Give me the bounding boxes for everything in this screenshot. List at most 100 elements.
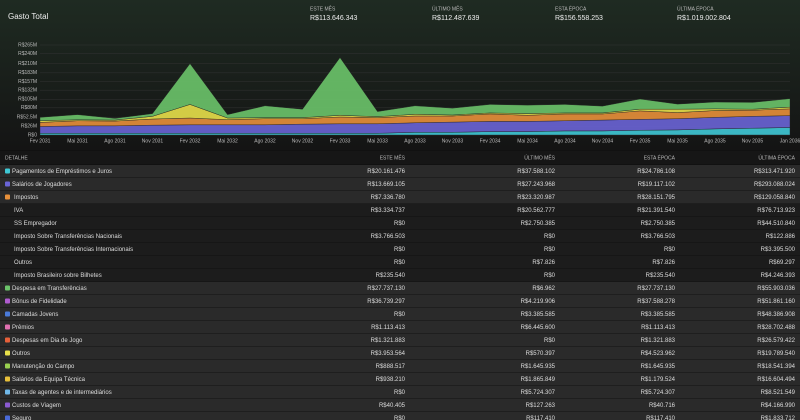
x-tick-label: Jan 2036 — [780, 138, 800, 144]
row-label: Bônus de Fidelidade — [12, 299, 67, 305]
row-label: Impostos — [14, 195, 38, 201]
row-value: R$0 — [394, 416, 406, 420]
row-value: R$21.391.540 — [637, 208, 675, 214]
row-value: R$4.523.962 — [641, 351, 676, 357]
row-value: R$1.113.413 — [641, 325, 676, 331]
row-label: Prêmios — [12, 325, 34, 331]
row-value: R$127.263 — [526, 403, 556, 409]
y-tick-label: R$52.5M — [17, 114, 37, 120]
row-value: R$888.517 — [376, 364, 406, 370]
row-icon — [5, 415, 10, 420]
row-value: R$5.724.307 — [521, 390, 556, 396]
row-value: R$570.397 — [526, 351, 556, 357]
row-value: R$16.604.494 — [757, 377, 795, 383]
table-header-bg — [0, 151, 800, 164]
x-tick-label: Nov 2035 — [742, 138, 764, 144]
x-tick-label: Ago 2032 — [254, 138, 276, 144]
row-label: SS Empregador — [14, 221, 57, 227]
row-value: R$44.510.840 — [757, 221, 795, 227]
table-row — [0, 243, 800, 256]
y-tick-label: R$105M — [18, 97, 37, 103]
row-value: R$0 — [664, 247, 676, 253]
table-row — [0, 282, 800, 295]
row-value: R$0 — [544, 234, 556, 240]
row-value: R$1.645.935 — [641, 364, 676, 370]
stat-label: ÚLTIMO MÊS — [432, 4, 463, 12]
row-icon — [5, 311, 10, 317]
x-tick-label: Fev 2031 — [30, 138, 51, 144]
row-value: R$0 — [394, 247, 406, 253]
stat-label: ESTA ÉPOCA — [555, 5, 587, 12]
row-icon — [5, 285, 10, 291]
x-tick-label: Mai 2033 — [367, 138, 388, 144]
table-row — [0, 308, 800, 321]
row-icon — [5, 337, 10, 343]
row-value: R$117.410 — [646, 416, 676, 420]
stat-label: ESTE MÊS — [310, 4, 336, 12]
row-value: R$27.243.968 — [517, 182, 555, 188]
row-value: R$0 — [544, 338, 556, 344]
stat-label: ÚLTIMA ÉPOCA — [677, 5, 714, 12]
stat-value: R$156.558.253 — [555, 15, 603, 22]
row-value: R$1.321.883 — [641, 338, 676, 344]
row-value: R$0 — [394, 260, 406, 266]
row-value: R$19.117.102 — [638, 182, 676, 188]
y-tick-label: R$0 — [28, 132, 37, 138]
row-value: R$3.953.564 — [371, 351, 406, 357]
row-value: R$0 — [394, 221, 406, 227]
column-header: ÚLTIMA ÉPOCA — [758, 154, 795, 161]
row-value: R$3.334.737 — [371, 208, 406, 214]
row-value: R$4.166.990 — [761, 403, 796, 409]
table-row — [0, 386, 800, 399]
row-label: Imposto Brasileiro sobre Bilhetes — [14, 273, 102, 279]
column-header: ÚLTIMO MÊS — [524, 153, 555, 161]
row-value: R$1.321.883 — [371, 338, 406, 344]
row-value: R$3.395.500 — [761, 247, 796, 253]
row-label: IVA — [14, 208, 23, 214]
y-tick-label: R$240M — [18, 51, 37, 57]
row-icon — [5, 168, 10, 174]
row-value: R$24.786.108 — [637, 169, 675, 175]
x-tick-label: Fev 2035 — [630, 138, 651, 144]
y-tick-label: R$157M — [18, 79, 37, 85]
row-value: R$938.210 — [376, 377, 406, 383]
table-row — [0, 204, 800, 217]
table-row — [0, 295, 800, 308]
row-value: R$3.385.585 — [641, 312, 676, 318]
row-value: R$19.789.540 — [757, 351, 795, 357]
row-value: R$4.219.906 — [521, 299, 556, 305]
table-row — [0, 217, 800, 230]
row-label: Despesas em Dia de Jogo — [12, 338, 83, 344]
table-row — [0, 334, 800, 347]
x-tick-label: Mai 2035 — [667, 138, 688, 144]
x-tick-label: Fev 2034 — [480, 138, 501, 144]
table-row — [0, 399, 800, 412]
x-tick-label: Ago 2035 — [704, 138, 726, 144]
row-value: R$7.336.780 — [371, 195, 406, 201]
row-value: R$1.645.935 — [521, 364, 556, 370]
table-row — [0, 347, 800, 360]
table-row — [0, 321, 800, 334]
table-row — [0, 178, 800, 191]
x-tick-label: Fev 2033 — [330, 138, 351, 144]
row-value: R$0 — [394, 390, 406, 396]
row-value: R$40.405 — [379, 403, 406, 409]
row-value: R$1.833.712 — [761, 416, 796, 420]
row-value: R$69.297 — [769, 260, 796, 266]
column-header: ESTE MÊS — [380, 153, 406, 161]
x-tick-label: Mai 2034 — [517, 138, 538, 144]
table-row — [0, 256, 800, 269]
x-tick-label: Ago 2033 — [404, 138, 426, 144]
y-tick-label: R$132M — [18, 87, 37, 93]
row-icon — [5, 194, 10, 200]
row-value: R$293.088.024 — [754, 182, 796, 188]
row-value: R$5.724.307 — [641, 390, 676, 396]
row-value: R$37.588.278 — [637, 299, 675, 305]
stat-value: R$1.019.002.804 — [677, 15, 731, 22]
row-value: R$6.962 — [532, 286, 555, 292]
row-value: R$235.540 — [646, 273, 676, 279]
row-value: R$28.702.488 — [757, 325, 795, 331]
row-value: R$76.713.923 — [757, 208, 795, 214]
